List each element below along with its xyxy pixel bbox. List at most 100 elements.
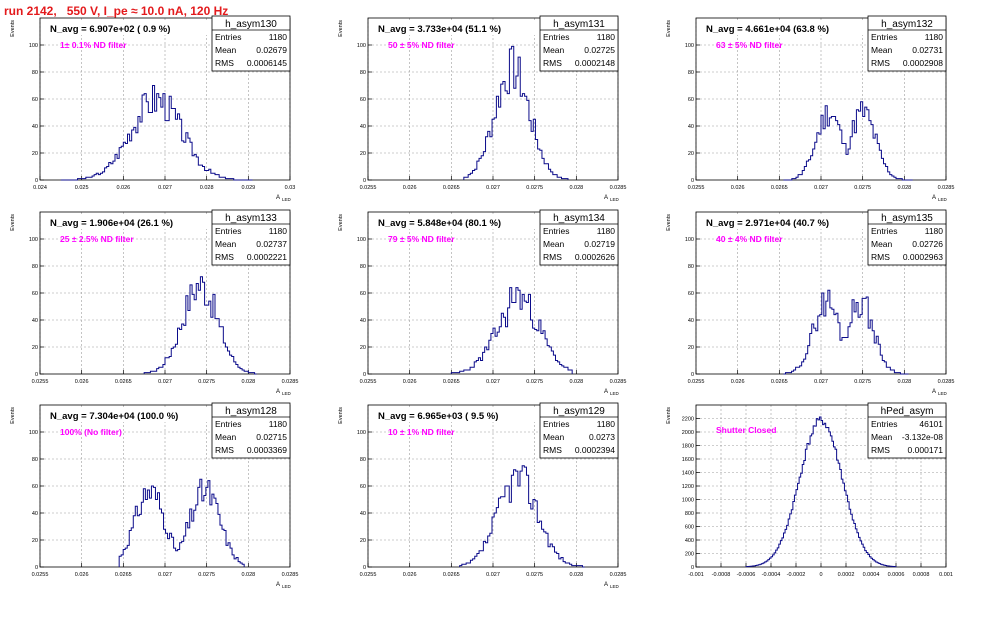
stat-value-rms: 0.0002626	[575, 252, 615, 262]
stat-value-mean: 0.02719	[584, 239, 615, 249]
filter-note: Shutter Closed	[716, 425, 776, 435]
x-tick-label: 0.0255	[360, 572, 377, 578]
filter-note: 63 ± 5% ND filter	[716, 40, 783, 50]
stat-value-entries: 1180	[597, 32, 616, 42]
y-tick-label: 400	[685, 538, 694, 544]
y-axis-label: Events	[10, 214, 16, 231]
x-tick-label: 0.0265	[115, 379, 132, 385]
stat-label-rms: RMS	[871, 445, 890, 455]
stat-label-rms: RMS	[543, 445, 562, 455]
x-tick-label: 0.0275	[526, 185, 543, 191]
stat-label-entries: Entries	[871, 419, 897, 429]
y-tick-label: 0	[35, 372, 38, 378]
x-tick-label: 0.0285	[610, 572, 627, 578]
x-axis-label-sub: LED	[610, 197, 620, 202]
stat-label-mean: Mean	[871, 45, 893, 55]
histogram-bars	[783, 101, 913, 181]
n-avg-label: N_avg = 4.661e+04 (63.8 %)	[706, 24, 829, 35]
stats-box	[211, 15, 291, 72]
y-tick-label: 0	[691, 178, 694, 184]
y-tick-label: 80	[32, 457, 38, 463]
x-tick-label: 0.024	[33, 185, 47, 191]
x-axis-label: A	[932, 389, 936, 395]
histogram-name: h_asym130	[225, 19, 277, 30]
n-avg-label: N_avg = 6.907e+02 ( 0.9 %)	[50, 24, 170, 35]
x-tick-label: 0.0275	[198, 379, 215, 385]
stat-value-rms: 0.0002908	[903, 58, 943, 68]
x-tick-label: 0.027	[158, 185, 172, 191]
y-tick-label: 40	[360, 318, 366, 324]
x-tick-label: 0.0275	[526, 572, 543, 578]
y-tick-label: 20	[360, 345, 366, 351]
y-tick-label: 0	[35, 565, 38, 571]
n-avg-label: N_avg = 2.971e+04 (40.7 %)	[706, 218, 829, 229]
y-axis-label: Events	[666, 407, 672, 424]
histogram-name: h_asym135	[881, 213, 933, 224]
y-tick-label: 20	[360, 151, 366, 157]
y-tick-label: 1600	[682, 457, 694, 463]
histogram-bars	[450, 287, 573, 374]
x-axis-label-sub: LED	[282, 197, 292, 202]
x-tick-label: 0.0285	[610, 379, 627, 385]
histogram-name: h_asym134	[553, 213, 605, 224]
x-axis-label: A	[276, 195, 280, 201]
stat-label-rms: RMS	[215, 445, 234, 455]
n-avg-box	[42, 409, 208, 422]
y-tick-label: 60	[32, 484, 38, 490]
x-tick-label: 0.028	[569, 572, 583, 578]
y-tick-label: 80	[360, 457, 366, 463]
y-tick-label: 40	[688, 318, 694, 324]
stat-value-rms: 0.0003369	[247, 445, 287, 455]
y-tick-label: 80	[360, 264, 366, 270]
x-tick-label: 0.028	[241, 572, 255, 578]
x-tick-label: 0.0265	[443, 185, 460, 191]
x-axis-label: A	[604, 389, 608, 395]
filter-note: 50 ± 5% ND filter	[388, 40, 455, 50]
x-tick-label: 0.027	[158, 379, 172, 385]
histogram-name: h_asym132	[881, 19, 933, 30]
run-title: run 2142, 550 V, I_pe ≈ 10.0 nA, 120 Hz	[4, 4, 229, 18]
histogram-pad-h_asym134: 0.0255 0.026 0.0265 0.027 0.0275 0.028 0.0285 0…	[338, 209, 627, 396]
x-tick-label: 0.026	[731, 379, 745, 385]
x-tick-label: 0.026	[403, 379, 417, 385]
filter-note: 25 ± 2.5% ND filter	[60, 234, 134, 244]
y-tick-label: 20	[688, 151, 694, 157]
stat-value-mean: 0.02731	[912, 45, 943, 55]
y-tick-label: 100	[357, 43, 366, 49]
stat-value-entries: 1180	[269, 419, 288, 429]
x-tick-label: 0.0008	[913, 572, 930, 578]
filter-note: 40 ± 4% ND filter	[716, 234, 783, 244]
y-tick-label: 40	[32, 511, 38, 517]
stats-box	[211, 209, 291, 266]
histogram-pad-h_asym130: 0.024 0.025 0.026 0.027 0.028 0.029 0.03 0 20 40 6…	[10, 15, 295, 202]
filter-note: 10 ± 1% ND filter	[388, 427, 455, 437]
y-tick-label: 0	[691, 372, 694, 378]
y-tick-label: 200	[685, 552, 694, 558]
x-tick-label: 0.0265	[443, 379, 460, 385]
stat-value-entries: 1180	[597, 419, 616, 429]
y-tick-label: 60	[688, 291, 694, 297]
stat-value-mean: 0.02725	[584, 45, 615, 55]
y-tick-label: 0	[691, 565, 694, 571]
n-avg-box	[698, 216, 864, 229]
x-tick-label: 0.001	[939, 572, 953, 578]
stat-value-mean: -3.132e-08	[902, 432, 943, 442]
stat-value-mean: 0.02715	[256, 432, 287, 442]
n-avg-label: N_avg = 5.848e+04 (80.1 %)	[378, 218, 501, 229]
histogram-name: hPed_asym	[881, 406, 934, 417]
x-tick-label: -0.0004	[762, 572, 781, 578]
stat-label-rms: RMS	[543, 252, 562, 262]
x-axis-label: A	[932, 195, 936, 201]
y-tick-label: 40	[360, 511, 366, 517]
histogram-pad-hPed_asym: -0.001 -0.0008 -0.0006 -0.0004 -0.0002 0 0.000…	[666, 402, 953, 578]
x-tick-label: 0.0285	[938, 185, 955, 191]
x-tick-label: 0.0275	[526, 379, 543, 385]
stat-label-entries: Entries	[871, 32, 897, 42]
n-avg-box	[698, 22, 864, 35]
y-tick-label: 20	[32, 538, 38, 544]
stat-value-rms: 0.0006145	[247, 58, 287, 68]
stat-value-rms: 0.000171	[908, 445, 944, 455]
stat-value-mean: 0.02726	[912, 239, 943, 249]
n-avg-label: N_avg = 7.304e+04 (100.0 %)	[50, 411, 178, 422]
x-axis-label-sub: LED	[610, 391, 620, 396]
